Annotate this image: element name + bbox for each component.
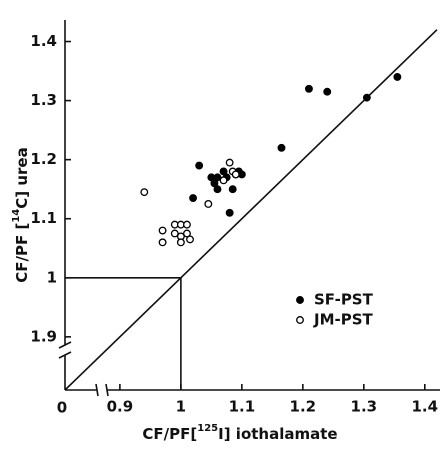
- legend-marker: [296, 316, 304, 324]
- point: [183, 220, 191, 229]
- x-tick-label: 1.4: [412, 398, 439, 416]
- y-tick-label: 1.1: [30, 209, 57, 227]
- legend-label: JM-PST: [313, 311, 374, 329]
- y-tick-label: 1.9: [30, 327, 57, 345]
- x-axis-label: CF/PF[125I] iothalamate: [142, 423, 337, 443]
- point: [228, 185, 237, 194]
- y-tick-label: 1.3: [30, 91, 57, 109]
- x-tick-label: 1.2: [290, 398, 317, 416]
- point: [304, 84, 313, 93]
- point: [323, 87, 332, 96]
- point: [225, 158, 234, 167]
- point: [213, 173, 222, 182]
- point: [158, 238, 167, 247]
- axis-breaks: [58, 20, 440, 397]
- point: [225, 208, 234, 217]
- point: [170, 229, 179, 238]
- point: [210, 179, 219, 188]
- point: [183, 229, 191, 238]
- x-tick-label: 0.9: [107, 398, 134, 416]
- y-tick-label: 1.4: [30, 32, 57, 50]
- y-tick-label: 1.2: [30, 150, 57, 168]
- identity-line: [64, 29, 438, 391]
- point: [204, 200, 213, 208]
- x-tick-label: 1.3: [351, 398, 378, 416]
- point: [195, 161, 204, 170]
- point: [213, 185, 222, 194]
- point: [140, 188, 149, 197]
- point: [362, 93, 371, 102]
- point: [189, 194, 198, 202]
- point: [186, 235, 194, 244]
- point: [219, 167, 228, 176]
- point: [393, 73, 402, 81]
- x-tick-label: 1.1: [229, 398, 256, 416]
- y-axis-label: CF/PF [14C] urea: [11, 147, 31, 282]
- point: [158, 226, 167, 235]
- y-tick-label: 1: [47, 268, 57, 286]
- point: [231, 170, 240, 179]
- point: [176, 238, 185, 247]
- legend-label: SF-PST: [314, 291, 374, 309]
- x-tick-label: 1: [176, 398, 186, 416]
- point: [219, 176, 228, 185]
- origin-label: 0: [57, 399, 67, 417]
- legend-marker: [296, 296, 304, 304]
- point: [277, 143, 286, 152]
